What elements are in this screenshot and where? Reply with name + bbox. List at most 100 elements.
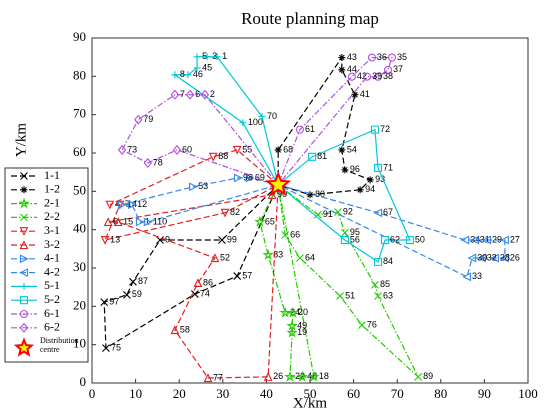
marker [185, 89, 195, 100]
point-label: 55 [242, 144, 252, 154]
point-label: 95 [350, 227, 360, 237]
point-label: 59 [132, 289, 142, 299]
marker [284, 370, 296, 382]
marker [308, 152, 317, 161]
point-label: 57 [242, 270, 252, 280]
marker [245, 173, 255, 183]
point-label: 93 [375, 174, 385, 184]
point-label: 33 [472, 271, 482, 281]
point-label: 64 [305, 252, 315, 262]
chart-title: Route planning map [241, 9, 379, 28]
marker [414, 372, 423, 381]
point-label: 81 [317, 151, 327, 161]
marker [189, 182, 198, 192]
legend-label: 4-2 [44, 264, 60, 278]
marker [370, 125, 380, 134]
marker [20, 172, 28, 180]
legend-label: 3-1 [44, 223, 60, 237]
marker [102, 344, 110, 353]
marker [338, 146, 346, 154]
point-label: 100 [248, 117, 263, 127]
point-label: 1 [222, 51, 227, 61]
point-label: 51 [345, 290, 355, 300]
marker [366, 176, 374, 184]
point-label: 38 [383, 71, 393, 81]
marker [374, 292, 382, 300]
marker [500, 253, 509, 263]
route-line [108, 184, 279, 379]
point-label: 26 [273, 371, 283, 381]
point-label: 74 [200, 288, 210, 298]
marker [170, 325, 180, 335]
point-label: 41 [360, 89, 370, 99]
marker [122, 290, 131, 299]
point-label: 73 [127, 144, 137, 154]
point-label: 48 [307, 371, 317, 381]
point-label: 7 [180, 89, 185, 99]
marker [482, 235, 492, 245]
point-label: 19 [297, 327, 307, 337]
marker [143, 157, 153, 169]
marker [363, 72, 372, 81]
legend-label: Distribution centre [40, 336, 79, 354]
point-label: 99 [227, 234, 237, 244]
marker [341, 166, 349, 174]
point-label: 84 [383, 256, 393, 266]
y-tick-label: 70 [73, 106, 86, 121]
marker [18, 197, 30, 209]
point-label: 52 [220, 252, 230, 262]
point-label: 46 [193, 69, 203, 79]
x-tick-label: 50 [304, 386, 317, 401]
marker [193, 278, 203, 288]
point-label: 54 [347, 144, 357, 154]
marker [387, 53, 397, 62]
marker [113, 217, 123, 227]
point-label: 49 [297, 320, 307, 330]
marker [258, 113, 266, 121]
marker [263, 372, 273, 381]
marker [233, 272, 242, 280]
point-label: 63 [383, 290, 393, 300]
marker [203, 373, 213, 383]
point-label: 45 [202, 62, 212, 72]
point-label: 70 [267, 111, 277, 121]
marker [281, 231, 290, 239]
point-label: 43 [347, 52, 357, 62]
point-label: 9 [165, 234, 170, 244]
marker [213, 53, 221, 61]
marker [203, 53, 211, 61]
route-line [277, 56, 393, 186]
point-label: 88 [218, 151, 228, 161]
point-label: 89 [423, 371, 433, 381]
point-label: 87 [138, 276, 148, 286]
marker [234, 173, 243, 183]
point-label: 42 [357, 71, 367, 81]
marker [210, 253, 220, 263]
x-tick-label: 20 [173, 386, 186, 401]
marker [295, 125, 305, 134]
point-label: 90 [277, 189, 287, 199]
marker [490, 253, 499, 263]
point-label: 50 [415, 234, 425, 244]
point-label: 7 [125, 199, 130, 209]
point-label: 86 [203, 277, 213, 287]
marker [405, 235, 414, 245]
x-tick-label: 70 [391, 386, 404, 401]
point-label: 65 [265, 216, 275, 226]
point-label: 28 [500, 252, 510, 262]
marker [296, 254, 304, 262]
point-label: 39 [372, 71, 382, 81]
x-tick-label: 30 [216, 386, 229, 401]
marker [286, 326, 298, 338]
marker [19, 240, 29, 250]
marker [20, 282, 28, 290]
legend-label: 4-1 [44, 251, 60, 265]
marker [19, 227, 29, 236]
marker [340, 228, 349, 237]
y-tick-label: 80 [73, 67, 86, 82]
point-label: 3 [212, 51, 217, 61]
marker [19, 254, 29, 264]
point-label: 97 [109, 296, 119, 306]
marker [373, 72, 383, 81]
marker [172, 144, 182, 155]
